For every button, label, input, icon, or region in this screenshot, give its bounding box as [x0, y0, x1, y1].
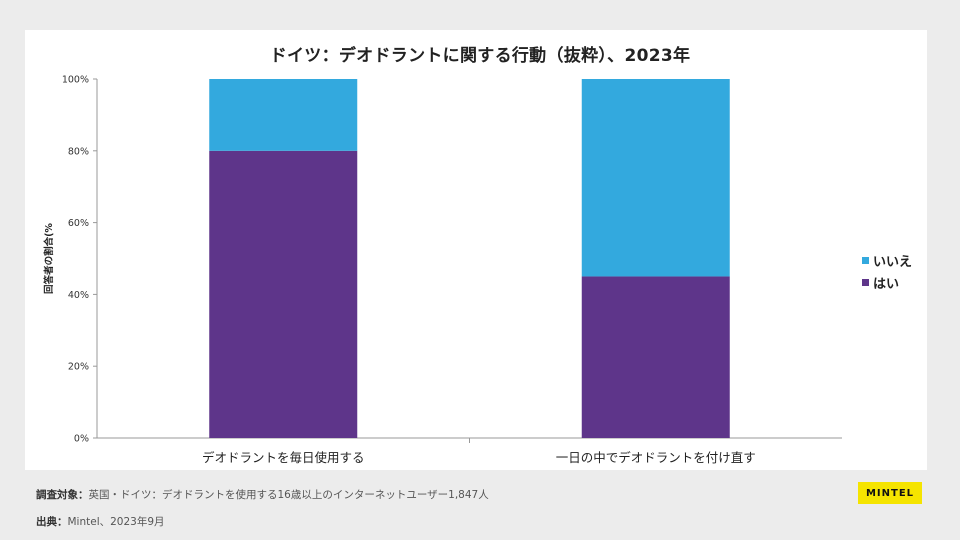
- y-tick-label: 0%: [74, 434, 89, 445]
- source-note: 出典：Mintel、2023年9月: [36, 514, 165, 529]
- y-tick-label: 20%: [68, 362, 89, 373]
- x-tick-label: デオドラントを毎日使用する: [202, 450, 365, 465]
- mintel-logo: MINTEL: [858, 482, 922, 504]
- legend-label-yes: はい: [873, 276, 900, 292]
- legend-item-yes: はい: [862, 271, 912, 293]
- survey-text: 英国・ドイツ：デオドラントを使用する16歳以上のインターネットユーザー1,847…: [88, 489, 489, 501]
- y-tick-label: 40%: [68, 290, 89, 301]
- bar-no-2: [581, 79, 730, 277]
- legend-label-no: いいえ: [873, 254, 913, 270]
- legend: いいえ はい: [862, 249, 912, 293]
- y-tick-label: 60%: [68, 218, 89, 229]
- y-tick-label: 80%: [68, 146, 89, 157]
- survey-label: 調査対象：: [36, 489, 89, 501]
- legend-swatch-yes: [862, 278, 869, 286]
- y-axis-label: 回答者の割合(%: [43, 223, 55, 294]
- source-label: 出典：: [36, 516, 68, 528]
- source-text: Mintel、2023年9月: [67, 516, 165, 528]
- survey-note: 調査対象：英国・ドイツ：デオドラントを使用する16歳以上のインターネットユーザー…: [36, 487, 489, 502]
- x-tick-label: 一日の中でデオドラントを付け直す: [556, 450, 756, 465]
- chart-title: ドイツ：デオドラントに関する行動（抜粋）、2023年: [269, 46, 691, 66]
- bar-yes-1: [209, 150, 358, 439]
- bar-no-1: [209, 79, 358, 151]
- y-tick-label: 100%: [62, 75, 89, 86]
- legend-swatch-no: [862, 256, 869, 264]
- legend-item-no: いいえ: [862, 249, 912, 271]
- chart-panel: [25, 30, 927, 470]
- bar-yes-2: [581, 276, 730, 438]
